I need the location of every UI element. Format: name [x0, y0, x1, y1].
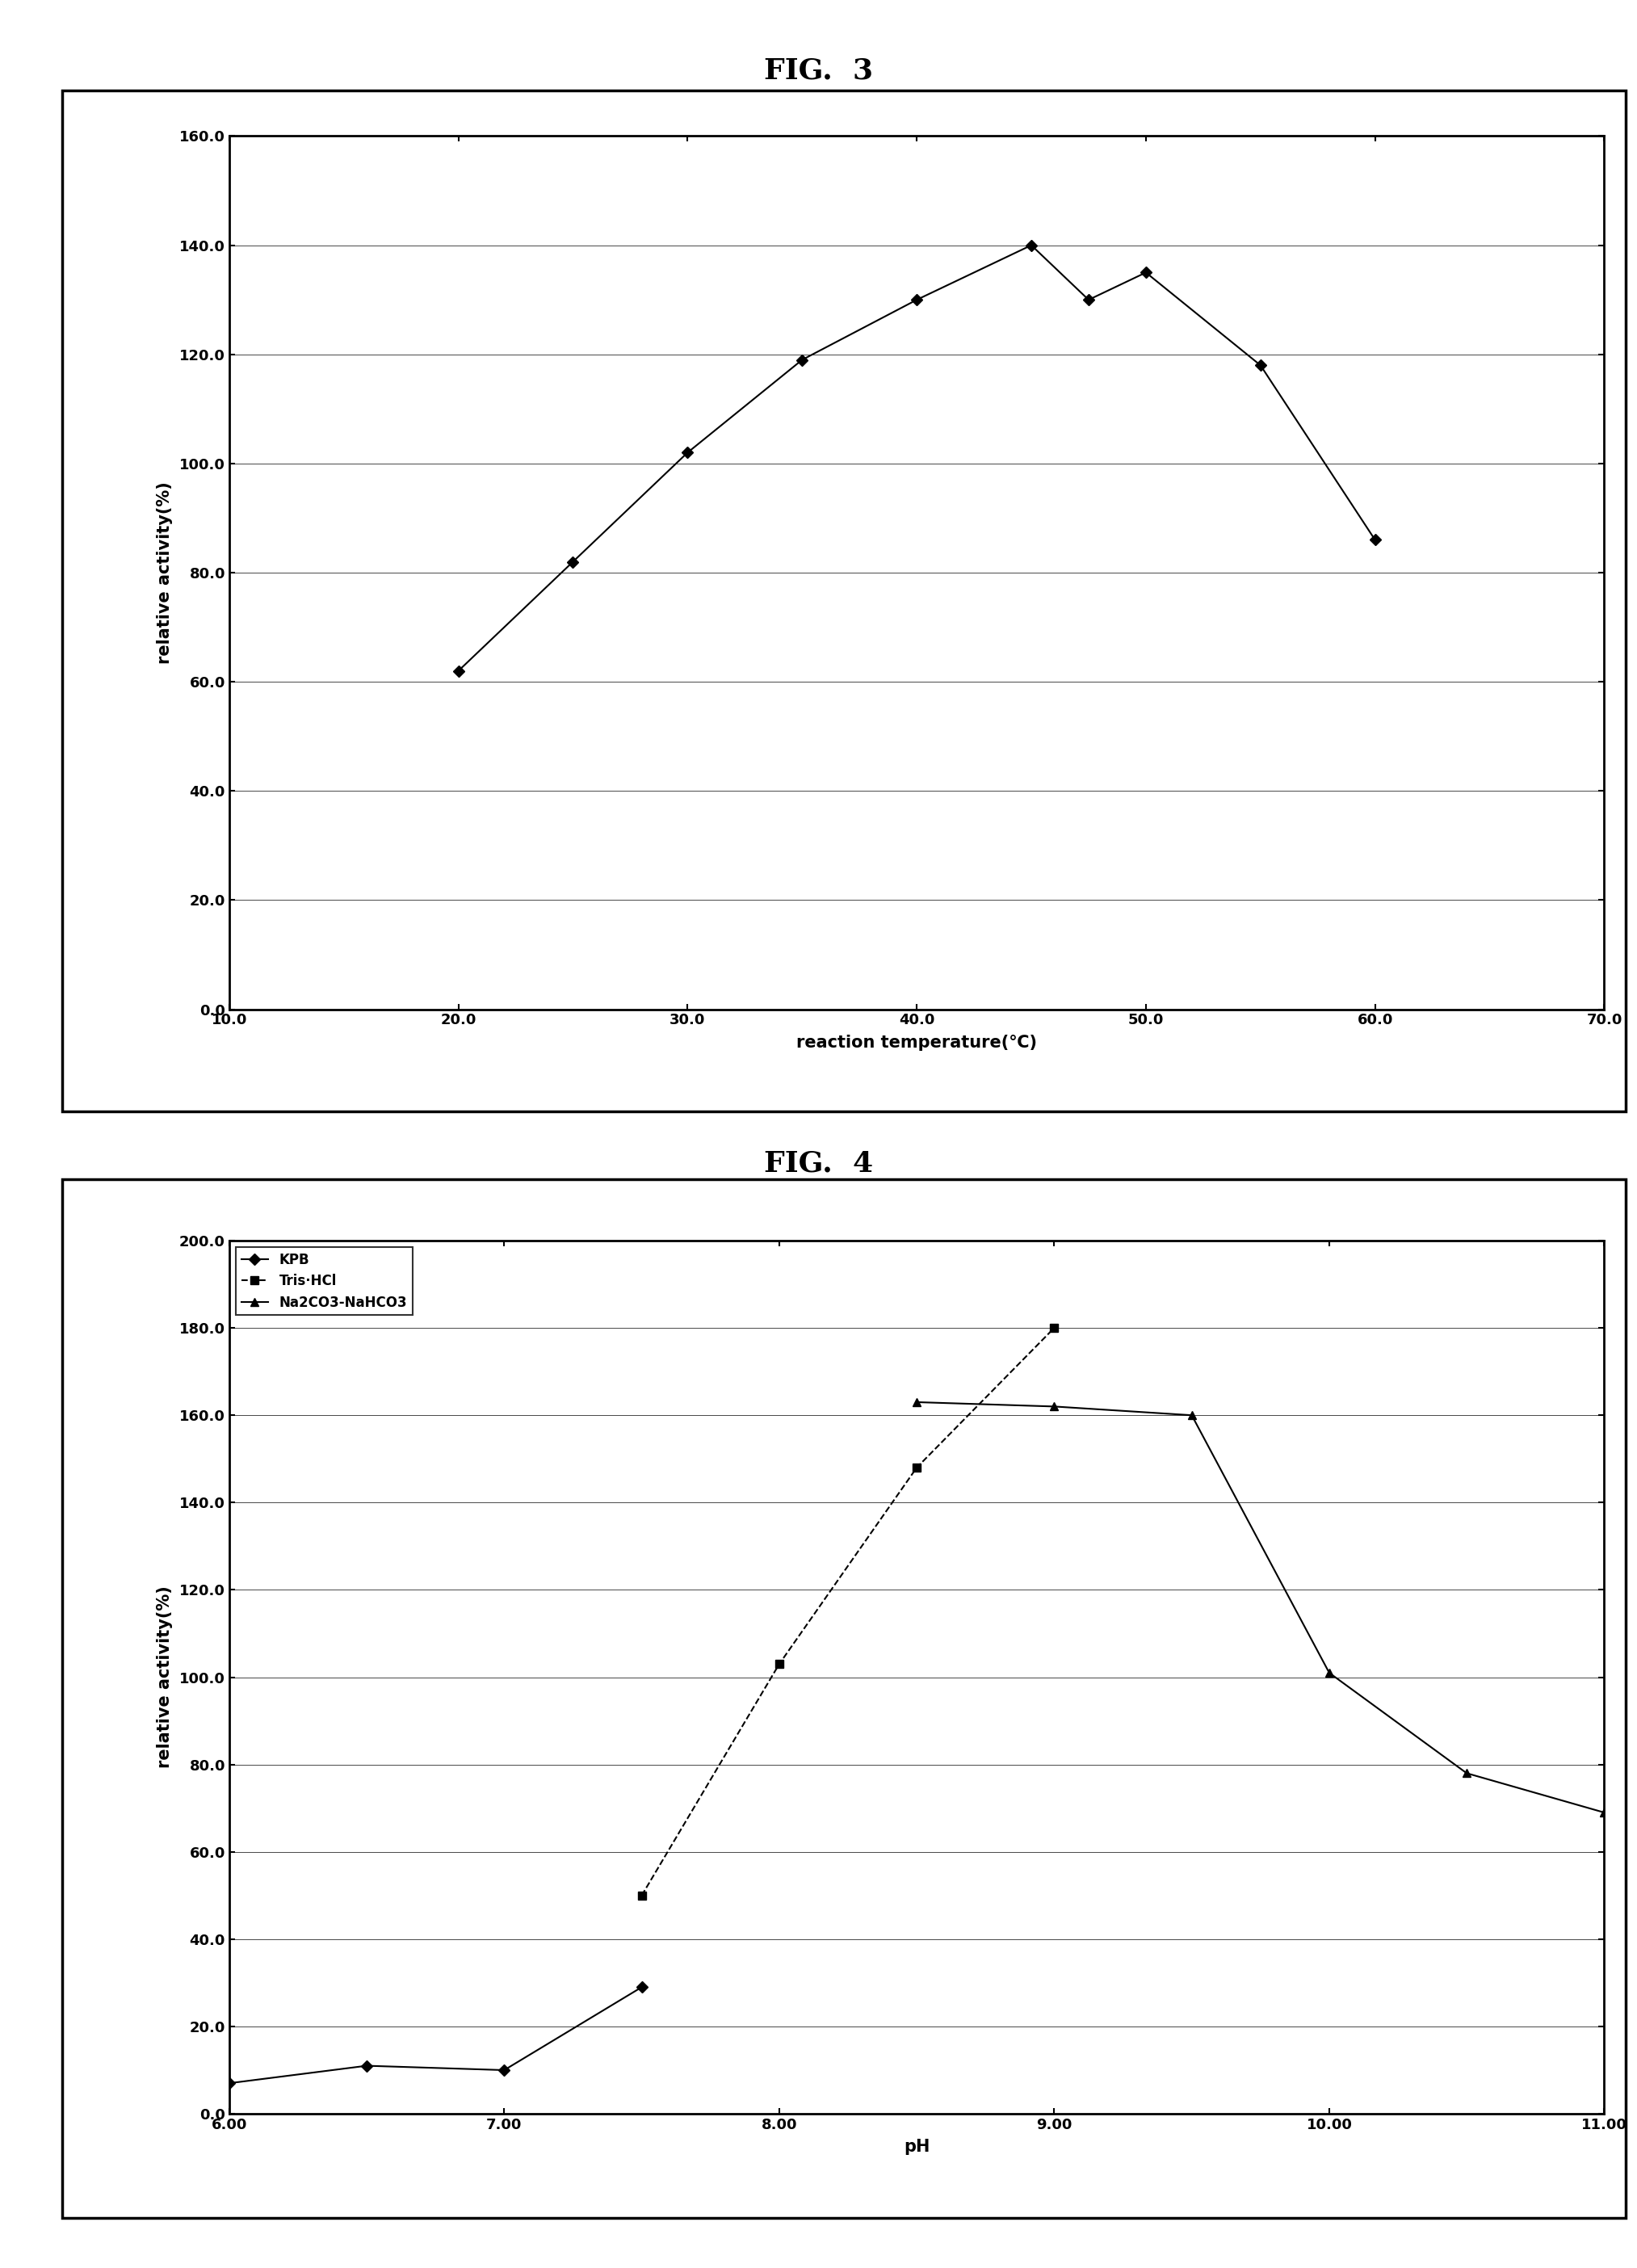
Na2CO3-NaHCO3: [1044, 1393, 1064, 1420]
X-axis label: pH: pH: [904, 2139, 930, 2155]
Tris·HCl: [632, 1882, 652, 1910]
Legend: KPB, Tris·HCl, Na2CO3-NaHCO3: KPB, Tris·HCl, Na2CO3-NaHCO3: [236, 1247, 413, 1315]
KPB: [494, 2057, 514, 2084]
Tris·HCl: [769, 1651, 789, 1678]
Line: KPB: KPB: [226, 1982, 645, 2087]
Na2CO3-NaHCO3: [1182, 1402, 1202, 1429]
Line: Na2CO3-NaHCO3: Na2CO3-NaHCO3: [913, 1397, 1608, 1817]
Y-axis label: relative activity(%): relative activity(%): [157, 481, 172, 665]
Line: Tris·HCl: Tris·HCl: [638, 1325, 1058, 1898]
KPB: [357, 2053, 377, 2080]
Y-axis label: relative activity(%): relative activity(%): [157, 1585, 172, 1769]
Na2CO3-NaHCO3: [1594, 1799, 1614, 1826]
KPB: [632, 1973, 652, 2000]
Text: FIG.  4: FIG. 4: [764, 1150, 873, 1177]
X-axis label: reaction temperature(℃): reaction temperature(℃): [796, 1034, 1038, 1050]
Na2CO3-NaHCO3: [1457, 1760, 1477, 1787]
Tris·HCl: [907, 1454, 927, 1481]
KPB: [219, 2071, 239, 2098]
Na2CO3-NaHCO3: [1319, 1660, 1339, 1687]
Na2CO3-NaHCO3: [907, 1388, 927, 1415]
Text: FIG.  3: FIG. 3: [764, 57, 873, 84]
Tris·HCl: [1044, 1313, 1064, 1340]
